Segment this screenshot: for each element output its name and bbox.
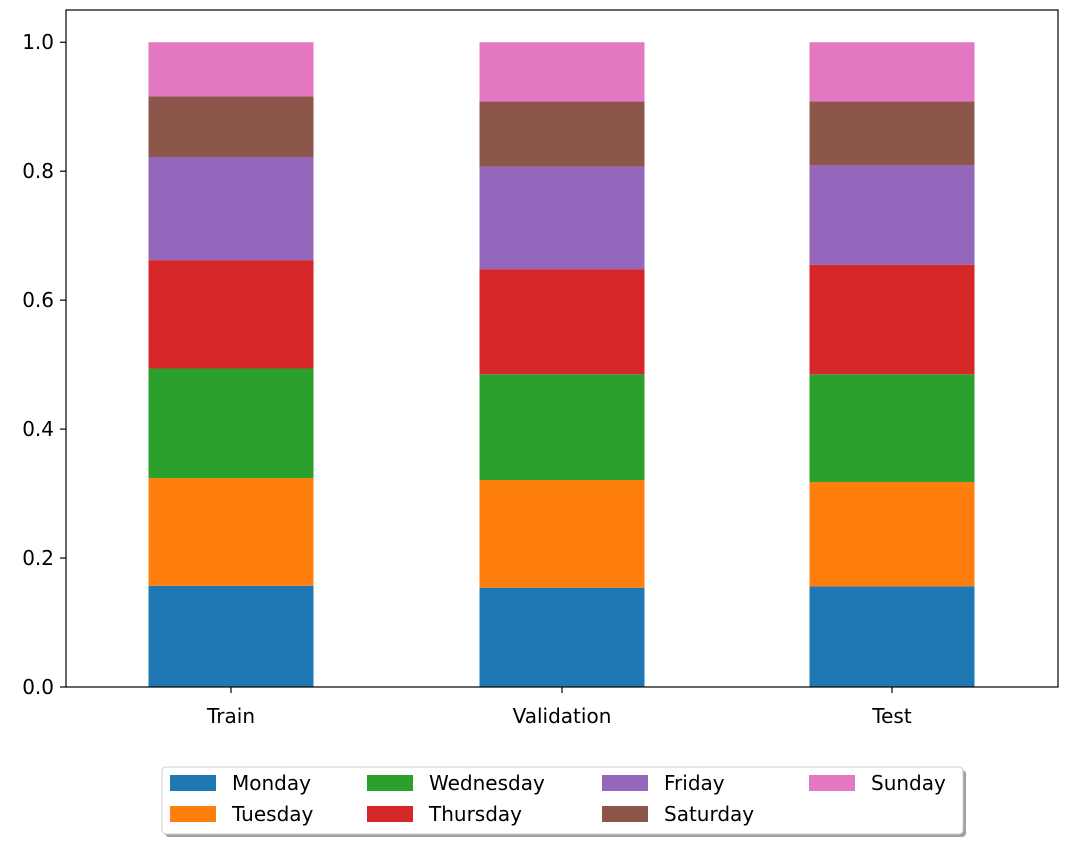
bar-validation-tuesday [479, 480, 645, 588]
y-tick-label: 0.8 [22, 159, 54, 183]
legend-label-friday: Friday [664, 771, 725, 795]
bar-train-monday [148, 585, 314, 687]
bar-validation-friday [479, 166, 645, 270]
legend-label-sunday: Sunday [871, 771, 946, 795]
legend-label-monday: Monday [232, 771, 311, 795]
bar-validation-thursday [479, 269, 645, 375]
legend-label-wednesday: Wednesday [429, 771, 545, 795]
bar-test-wednesday [809, 374, 975, 482]
bar-validation-sunday [479, 42, 645, 102]
bar-test-monday [809, 586, 975, 687]
legend-swatch-monday [170, 775, 216, 791]
bar-test-tuesday [809, 481, 975, 587]
y-tick-label: 0.0 [22, 675, 54, 699]
bars-layer [148, 42, 975, 687]
y-tick-label: 0.2 [22, 546, 54, 570]
legend-swatch-wednesday [367, 775, 413, 791]
legend-label-tuesday: Tuesday [231, 802, 314, 826]
bar-train-thursday [148, 260, 314, 369]
bar-test-sunday [809, 42, 975, 102]
bar-test-thursday [809, 264, 975, 375]
bar-train-friday [148, 157, 314, 261]
legend: Monday Tuesday Wednesday Thursday Friday Satu… [161, 766, 966, 837]
bar-validation-wednesday [479, 374, 645, 481]
bar-validation-monday [479, 587, 645, 687]
x-axis: Train Validation Test [206, 687, 912, 728]
y-tick-label: 1.0 [22, 30, 54, 54]
legend-swatch-sunday [809, 775, 855, 791]
legend-label-thursday: Thursday [428, 802, 522, 826]
x-tick-label-validation: Validation [513, 704, 612, 728]
legend-box [161, 766, 964, 835]
bar-test-saturday [809, 101, 975, 166]
y-tick-label: 0.4 [22, 417, 54, 441]
legend-label-saturday: Saturday [664, 802, 754, 826]
y-tick-label: 0.6 [22, 288, 54, 312]
bar-train-sunday [148, 42, 314, 97]
legend-swatch-tuesday [170, 806, 216, 822]
x-tick-label-test: Test [871, 704, 912, 728]
legend-swatch-friday [602, 775, 648, 791]
bar-test-friday [809, 165, 975, 265]
bar-validation-saturday [479, 101, 645, 167]
bar-train-wednesday [148, 368, 314, 479]
bar-train-saturday [148, 96, 314, 158]
legend-swatch-saturday [602, 806, 648, 822]
x-tick-label-train: Train [206, 704, 255, 728]
bar-train-tuesday [148, 478, 314, 586]
legend-swatch-thursday [367, 806, 413, 822]
y-axis: 0.0 0.2 0.4 0.6 0.8 1.0 [22, 30, 66, 699]
